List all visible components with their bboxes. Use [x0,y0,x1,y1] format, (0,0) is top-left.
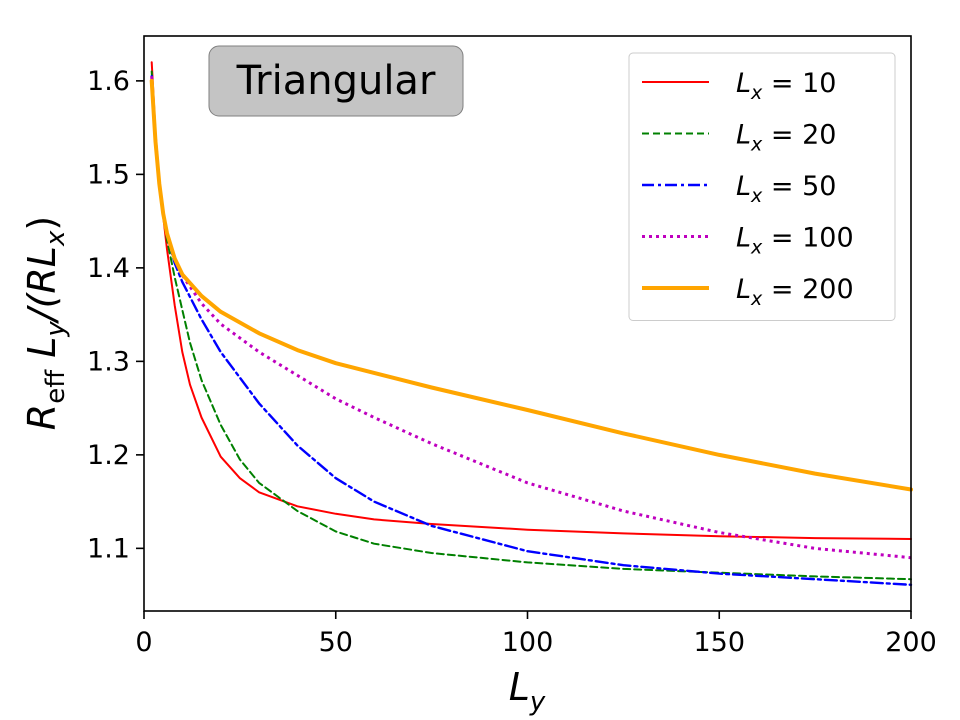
y-tick-label: 1.5 [87,159,130,190]
x-axis-title: Ly [509,665,546,717]
x-axis-title-sub: y [529,687,546,717]
legend-box [628,52,896,321]
y-axis-title-part: eff [41,369,71,404]
y-axis-title-part: y [41,321,71,338]
x-tick-label: 200 [885,627,937,658]
legend-label: Lx = 20 [736,120,836,156]
ticks-layer: 0 50 100 150 200 1.1 1.2 1.3 1.4 1.5 1.6 [87,66,937,658]
y-tick-label: 1.2 [87,440,130,471]
annotation-text: Triangular [236,58,436,104]
y-tick-label: 1.3 [87,346,130,377]
series-line-5 [149,78,913,492]
y-axis-title-part: x [41,230,71,247]
x-tick-label: 100 [502,627,554,658]
y-tick-label: 1.1 [87,533,130,564]
y-axis-title: Reff Ly/(RLx) [20,216,71,430]
y-tick-label: 1.4 [87,253,130,284]
annotation-box [208,45,464,117]
y-axis-title-part: /(RL [20,246,64,324]
legend-label: Lx = 10 [736,68,836,104]
legend-label: Lx = 200 [736,274,854,310]
legend-label: Lx = 50 [736,171,836,207]
y-axis-title-part: R [20,404,64,430]
x-tick-label: 0 [135,627,152,658]
series-layer [149,61,913,586]
y-axis-title-part: L [20,337,64,370]
y-axis-title-part: ) [20,216,64,231]
annotation-badge: Triangular [208,45,464,117]
y-tick-label: 1.6 [87,66,130,97]
x-tick-label: 150 [693,627,745,658]
legend: Lx = 10 Lx = 20 Lx = 50 Lx = 100 Lx = 200 [628,52,896,321]
x-tick-label: 50 [319,627,353,658]
legend-label: Lx = 100 [736,223,854,259]
x-axis-title-main: L [509,665,530,709]
